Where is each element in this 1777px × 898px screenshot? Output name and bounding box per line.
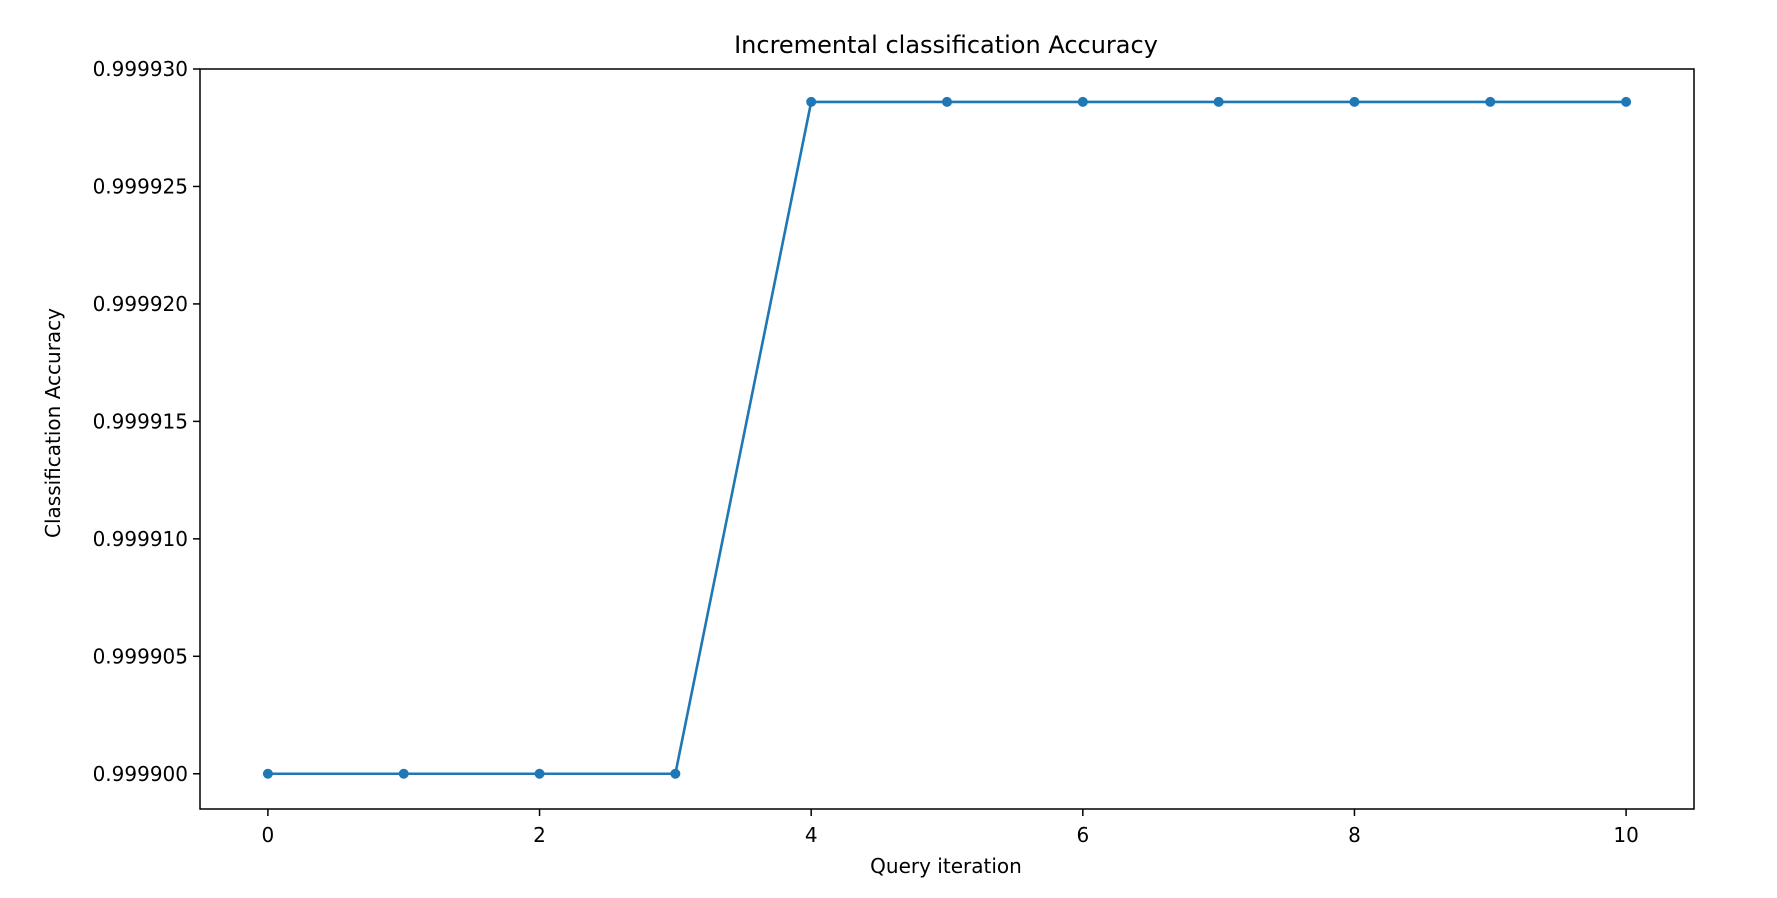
x-tick-label: 10 bbox=[1613, 823, 1638, 847]
x-axis-label: Query iteration bbox=[870, 854, 1022, 878]
data-point bbox=[670, 768, 681, 779]
y-tick-label: 0.999925 bbox=[93, 174, 188, 198]
x-tick-label: 8 bbox=[1348, 823, 1361, 847]
x-tick-label: 0 bbox=[262, 823, 275, 847]
y-axis-label: Classification Accuracy bbox=[41, 308, 65, 538]
data-point bbox=[1077, 96, 1088, 107]
y-tick-label: 0.999930 bbox=[93, 57, 188, 81]
y-tick-label: 0.999910 bbox=[93, 527, 188, 551]
x-tick-label: 4 bbox=[805, 823, 818, 847]
y-tick-label: 0.999900 bbox=[93, 762, 188, 786]
y-tick-label: 0.999915 bbox=[93, 409, 188, 433]
data-point bbox=[398, 768, 409, 779]
y-tick-label: 0.999905 bbox=[93, 644, 188, 668]
data-point bbox=[1485, 96, 1496, 107]
data-point bbox=[1349, 96, 1360, 107]
data-point bbox=[806, 96, 817, 107]
y-tick-label: 0.999920 bbox=[93, 292, 188, 316]
data-point bbox=[534, 768, 545, 779]
x-tick-label: 2 bbox=[533, 823, 546, 847]
series-line bbox=[267, 100, 1627, 776]
data-point bbox=[1213, 96, 1224, 107]
x-axis-ticks: 0 2 4 6 8 10 bbox=[262, 809, 1639, 847]
y-axis-ticks: 0.999900 0.999905 0.999910 0.999915 0.999920… bbox=[93, 57, 200, 786]
data-point bbox=[262, 768, 273, 779]
chart-title: Incremental classification Accuracy bbox=[734, 31, 1158, 59]
series-layer bbox=[262, 96, 1632, 779]
data-point bbox=[1621, 96, 1632, 107]
data-point bbox=[942, 96, 952, 107]
plot-frame bbox=[199, 68, 1695, 810]
x-tick-label: 6 bbox=[1076, 823, 1089, 847]
